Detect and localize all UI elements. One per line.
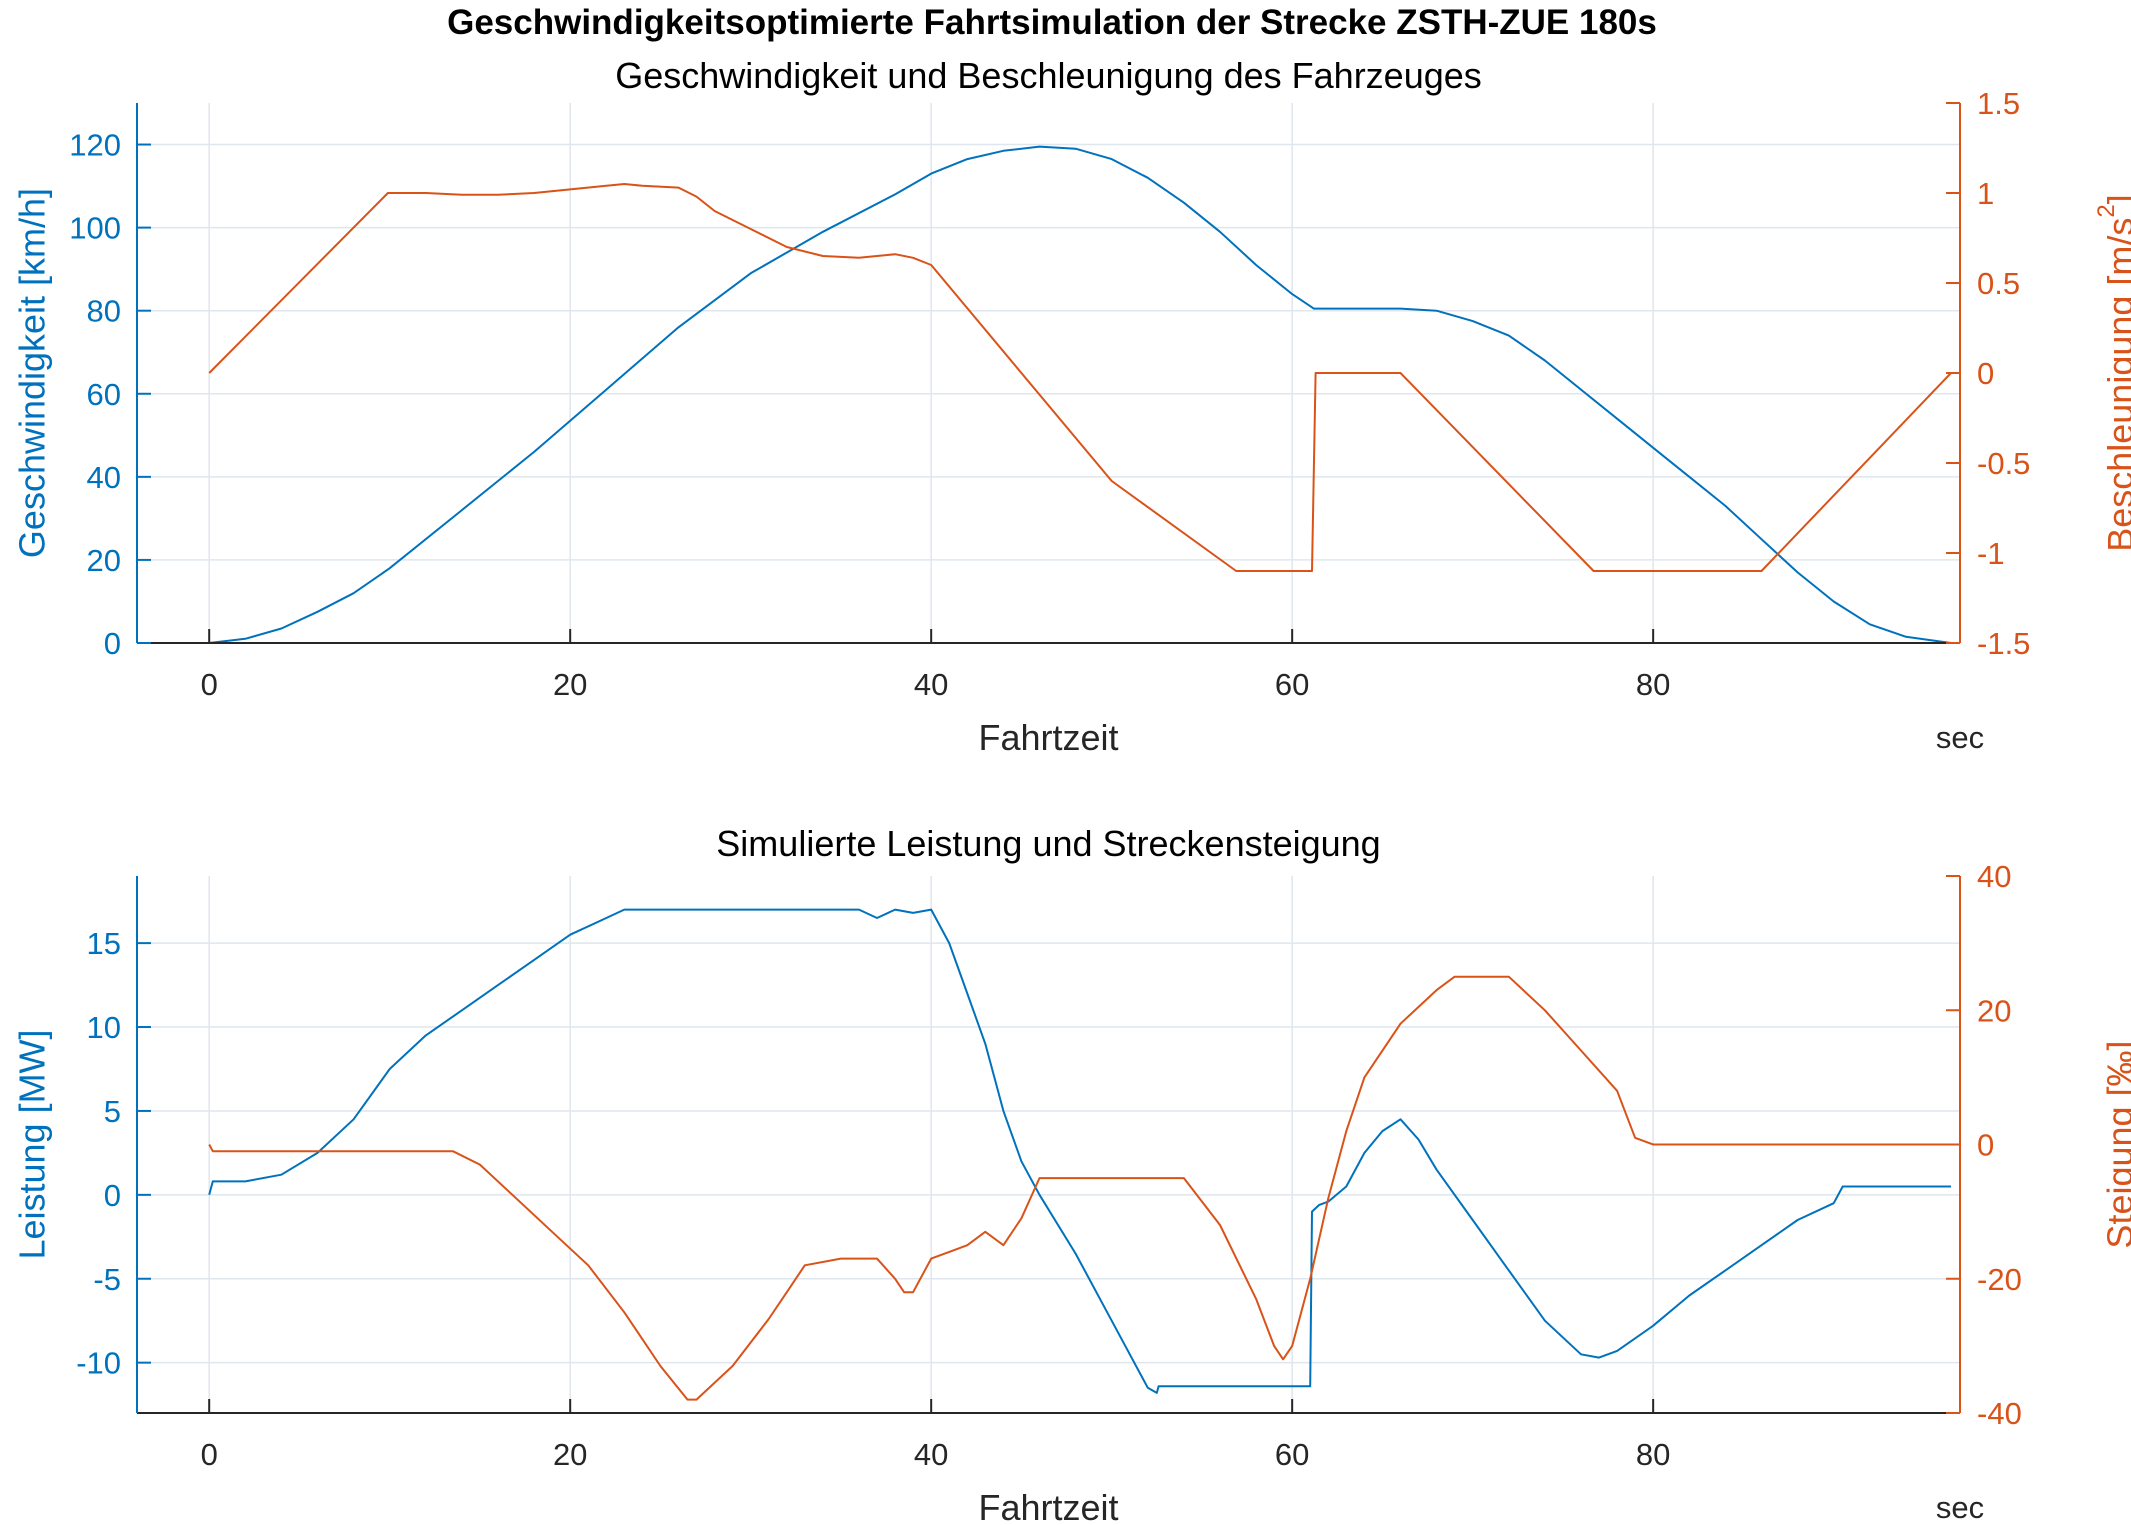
chart-2-x-label: Fahrtzeit	[978, 1487, 1118, 1525]
chart-1-y-tick-label-left: 80	[87, 294, 121, 329]
chart-1-x-unit: sec	[1936, 720, 1984, 755]
chart-2-x-tick-label: 80	[1636, 1437, 1670, 1472]
chart-1-y-label-left: Geschwindigkeit [km/h]	[12, 188, 53, 558]
chart-1-y-tick-label-left: 60	[87, 377, 121, 412]
chart-2-series-right	[208, 975, 1951, 1401]
figure-title: Geschwindigkeitsoptimierte Fahrtsimulati…	[447, 3, 1657, 42]
chart-1-x-tick-label: 80	[1636, 667, 1670, 702]
chart-2-x-tick-label: 20	[553, 1437, 587, 1472]
chart-2-y-tick-label-left: -10	[76, 1346, 121, 1381]
chart-1-series-right	[208, 183, 1952, 572]
chart-1-x-label: Fahrtzeit	[978, 717, 1118, 758]
chart-1-x-tick-label: 20	[553, 667, 587, 702]
chart-2-y-tick-label-left: 0	[104, 1178, 121, 1213]
chart-1-y-tick-label-right: 0.5	[1977, 266, 2020, 301]
chart-1-y-tick-label-right: 1.5	[1977, 86, 2020, 121]
chart-2-y-tick-label-left: 15	[87, 926, 121, 961]
chart-1-y-tick-label-left: 100	[69, 211, 121, 246]
chart-1-y-tick-label-right: 0	[1977, 356, 1994, 391]
chart-2-y-label-left: Leistung [MW]	[12, 1029, 53, 1259]
chart-2-y-tick-label-right: 40	[1977, 859, 2011, 894]
chart-1-x-tick-label: 40	[914, 667, 948, 702]
chart-1-y-tick-label-right: -0.5	[1977, 446, 2030, 481]
chart-2-y-tick-label-left: 10	[87, 1010, 121, 1045]
chart-1-x-tick-label: 0	[201, 667, 218, 702]
chart-2-x-tick-label: 60	[1275, 1437, 1309, 1472]
chart-1-y-tick-label-left: 40	[87, 460, 121, 495]
chart-1-y-label-right: Beschleunigung [m/s2]	[2093, 194, 2131, 552]
chart-2-y-tick-label-left: -5	[93, 1262, 121, 1297]
chart-2-y-tick-label-left: 5	[104, 1094, 121, 1129]
chart-2-title: Simulierte Leistung und Streckensteigung	[716, 823, 1380, 864]
chart-1-y-tick-label-left: 20	[87, 543, 121, 578]
chart-2-y-tick-label-right: 20	[1977, 993, 2011, 1028]
chart-1-y-tick-label-left: 120	[69, 128, 121, 163]
speed-acceleration-chart: Geschwindigkeit und Beschleunigung des F…	[12, 55, 2131, 758]
chart-1-y-tick-label-right: -1	[1977, 536, 2005, 571]
chart-2-y-tick-label-right: -40	[1977, 1396, 2022, 1431]
chart-2-x-tick-label: 0	[201, 1437, 218, 1472]
chart-1-title: Geschwindigkeit und Beschleunigung des F…	[615, 55, 1482, 96]
chart-2-x-tick-label: 40	[914, 1437, 948, 1472]
chart-1-x-tick-label: 60	[1275, 667, 1309, 702]
chart-1-y-tick-label-right: 1	[1977, 176, 1994, 211]
chart-2-y-tick-label-right: 0	[1977, 1128, 1994, 1163]
chart-1-y-tick-label-left: 0	[104, 626, 121, 661]
chart-2-x-unit: sec	[1936, 1490, 1984, 1525]
power-gradient-chart: Simulierte Leistung und Streckensteigung…	[12, 823, 2131, 1525]
chart-1-y-tick-label-right: -1.5	[1977, 626, 2030, 661]
chart-2-y-tick-label-right: -20	[1977, 1262, 2022, 1297]
chart-2-y-label-right: Steigung [‰]	[2100, 1040, 2131, 1248]
chart-1-series-left	[209, 145, 1952, 644]
chart-2-series-left	[208, 908, 1951, 1394]
